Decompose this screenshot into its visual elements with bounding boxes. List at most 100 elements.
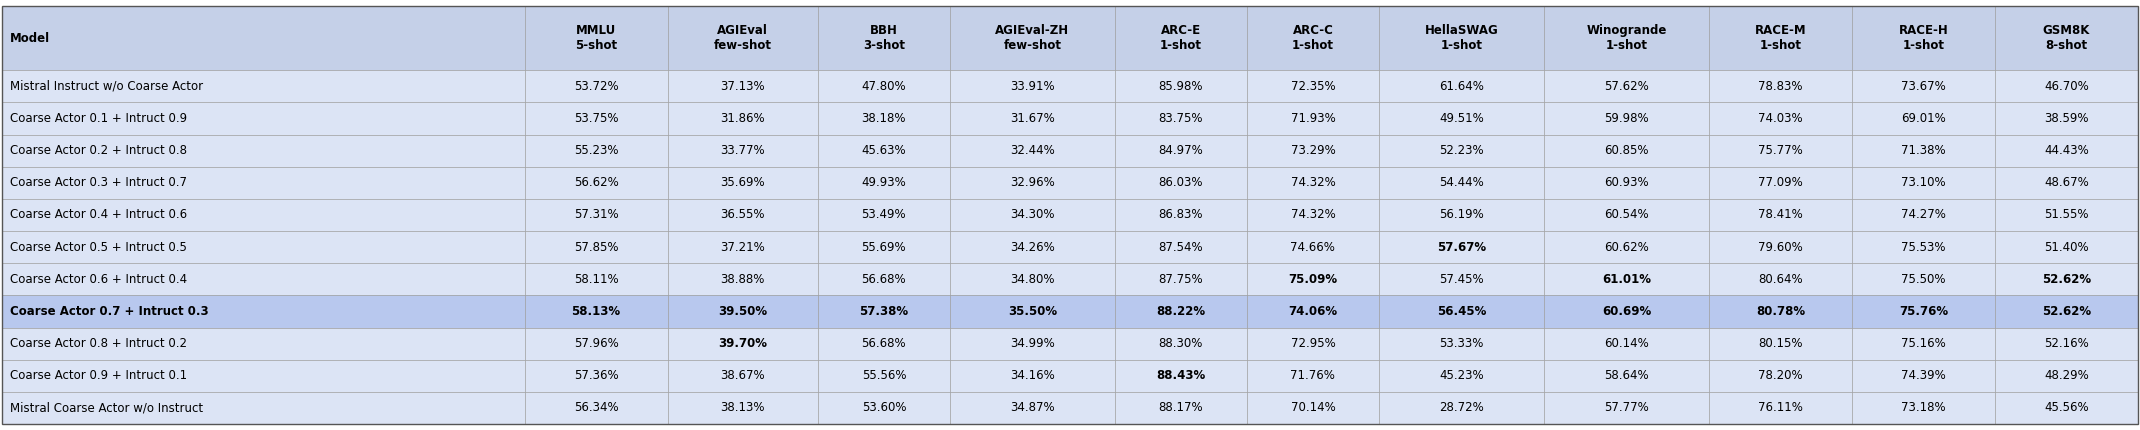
Text: 75.09%: 75.09% — [1288, 273, 1338, 286]
Text: 38.88%: 38.88% — [721, 273, 764, 286]
Text: Mistral Coarse Actor w/o Instruct: Mistral Coarse Actor w/o Instruct — [11, 402, 203, 415]
Bar — [950, 71, 1115, 102]
Bar — [524, 135, 668, 167]
Bar — [950, 295, 1115, 328]
Bar — [1710, 102, 1851, 135]
Bar — [1710, 295, 1851, 328]
Bar — [1994, 263, 2138, 295]
Text: GSM8K
8-shot: GSM8K 8-shot — [2044, 24, 2091, 52]
Text: 73.67%: 73.67% — [1900, 80, 1945, 93]
Text: 60.62%: 60.62% — [1605, 241, 1648, 254]
Bar — [2, 199, 524, 231]
Bar — [1543, 135, 1710, 167]
Text: 56.68%: 56.68% — [862, 273, 905, 286]
Bar — [1115, 263, 1248, 295]
Text: 39.50%: 39.50% — [719, 305, 768, 318]
Bar — [1378, 199, 1543, 231]
Text: 58.64%: 58.64% — [1605, 369, 1648, 382]
Bar — [1378, 6, 1543, 71]
Bar — [1543, 231, 1710, 263]
Text: 38.13%: 38.13% — [721, 402, 764, 415]
Bar — [524, 102, 668, 135]
Bar — [2, 135, 524, 167]
Bar — [668, 359, 817, 392]
Text: Coarse Actor 0.1 + Intruct 0.9: Coarse Actor 0.1 + Intruct 0.9 — [11, 112, 186, 125]
Text: 57.85%: 57.85% — [574, 241, 618, 254]
Bar — [524, 199, 668, 231]
Text: Coarse Actor 0.8 + Intruct 0.2: Coarse Actor 0.8 + Intruct 0.2 — [11, 337, 186, 350]
Bar — [817, 328, 950, 359]
Text: 38.67%: 38.67% — [721, 369, 764, 382]
Text: 57.45%: 57.45% — [1438, 273, 1483, 286]
Bar — [1851, 231, 1994, 263]
Text: 57.31%: 57.31% — [574, 209, 618, 221]
Bar — [524, 231, 668, 263]
Text: 56.45%: 56.45% — [1436, 305, 1485, 318]
Bar — [2, 295, 524, 328]
Bar — [524, 328, 668, 359]
Bar — [1378, 392, 1543, 424]
Bar — [668, 135, 817, 167]
Bar — [1248, 6, 1378, 71]
Text: 44.43%: 44.43% — [2044, 144, 2089, 157]
Bar — [1543, 359, 1710, 392]
Bar — [1115, 135, 1248, 167]
Text: Coarse Actor 0.7 + Intruct 0.3: Coarse Actor 0.7 + Intruct 0.3 — [11, 305, 208, 318]
Bar — [1248, 167, 1378, 199]
Text: 57.67%: 57.67% — [1436, 241, 1485, 254]
Bar — [2, 392, 524, 424]
Bar — [950, 263, 1115, 295]
Bar — [668, 6, 817, 71]
Bar — [1378, 295, 1543, 328]
Text: 75.76%: 75.76% — [1898, 305, 1947, 318]
Text: 52.23%: 52.23% — [1438, 144, 1483, 157]
Bar — [817, 71, 950, 102]
Bar — [1115, 6, 1248, 71]
Text: 88.22%: 88.22% — [1156, 305, 1205, 318]
Text: 87.75%: 87.75% — [1158, 273, 1203, 286]
Bar — [1378, 328, 1543, 359]
Text: RACE-H
1-shot: RACE-H 1-shot — [1898, 24, 1947, 52]
Bar — [950, 231, 1115, 263]
Bar — [1378, 359, 1543, 392]
Text: 77.09%: 77.09% — [1759, 176, 1802, 189]
Text: 36.55%: 36.55% — [721, 209, 764, 221]
Bar — [1851, 6, 1994, 71]
Text: 60.85%: 60.85% — [1605, 144, 1648, 157]
Text: 34.30%: 34.30% — [1010, 209, 1055, 221]
Bar — [1851, 135, 1994, 167]
Bar — [1710, 6, 1851, 71]
Text: 49.93%: 49.93% — [862, 176, 905, 189]
Bar — [1248, 71, 1378, 102]
Bar — [2, 263, 524, 295]
Text: 74.39%: 74.39% — [1900, 369, 1945, 382]
Text: 71.76%: 71.76% — [1290, 369, 1335, 382]
Text: 51.40%: 51.40% — [2044, 241, 2089, 254]
Text: 57.38%: 57.38% — [860, 305, 910, 318]
Bar — [1248, 102, 1378, 135]
Bar — [1248, 263, 1378, 295]
Text: 84.97%: 84.97% — [1158, 144, 1203, 157]
Text: 74.66%: 74.66% — [1290, 241, 1335, 254]
Text: Winogrande
1-shot: Winogrande 1-shot — [1586, 24, 1667, 52]
Bar — [1543, 71, 1710, 102]
Text: 72.35%: 72.35% — [1290, 80, 1335, 93]
Text: 55.23%: 55.23% — [574, 144, 618, 157]
Text: 73.18%: 73.18% — [1900, 402, 1945, 415]
Bar — [1248, 135, 1378, 167]
Bar — [1115, 359, 1248, 392]
Text: 51.55%: 51.55% — [2044, 209, 2089, 221]
Bar — [524, 263, 668, 295]
Text: 73.10%: 73.10% — [1900, 176, 1945, 189]
Text: 49.51%: 49.51% — [1438, 112, 1483, 125]
Text: 75.77%: 75.77% — [1759, 144, 1802, 157]
Text: 74.27%: 74.27% — [1900, 209, 1945, 221]
Bar — [1378, 102, 1543, 135]
Text: ARC-C
1-shot: ARC-C 1-shot — [1293, 24, 1333, 52]
Text: 47.80%: 47.80% — [862, 80, 905, 93]
Text: 46.70%: 46.70% — [2044, 80, 2089, 93]
Bar — [950, 6, 1115, 71]
Text: 80.15%: 80.15% — [1759, 337, 1802, 350]
Text: Coarse Actor 0.9 + Intruct 0.1: Coarse Actor 0.9 + Intruct 0.1 — [11, 369, 186, 382]
Bar — [1115, 167, 1248, 199]
